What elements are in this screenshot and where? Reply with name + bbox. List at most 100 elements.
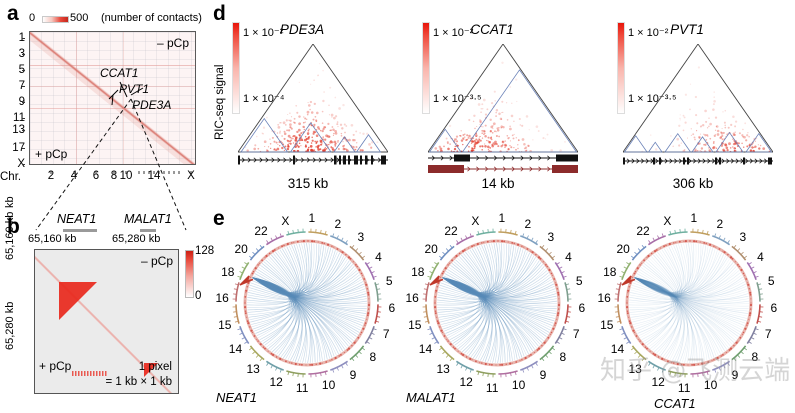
- circos-chromosome-arc: [374, 304, 379, 324]
- panel-a-x-minor-tick: [178, 171, 180, 174]
- circos-chromosome-label: 1: [498, 211, 506, 226]
- circos-chromosome-arc: [364, 261, 375, 280]
- circos-chromosome-label: 10: [703, 378, 718, 393]
- circos-chromosome-label: 8: [751, 349, 759, 364]
- panel-d-colorbar-max: 1 × 10⁻²: [628, 27, 669, 39]
- circos-chromosome-label: 3: [547, 230, 555, 245]
- panel-a-y-tick-mark: [22, 70, 25, 71]
- panel-e-gene-label: MALAT1: [406, 390, 456, 405]
- panel-d-subdomain: [461, 69, 578, 153]
- circos-chromosome-label: 4: [375, 250, 382, 265]
- panel-e-circos-malat1: 1 2 3 4 5 6 7 8 9 10 11 12 13 14 15 16 18 20 22 X MALAT1: [400, 200, 595, 413]
- panel-a-x-minor-tick: [138, 171, 140, 174]
- panel-d-region-size: 14 kb: [481, 176, 515, 191]
- panel-a-x-minor-tick: [173, 171, 175, 174]
- circos-chromosome-label: 12: [459, 375, 473, 390]
- circos-chromosome-arc: [539, 345, 555, 361]
- panel-a-feature-line: [30, 86, 195, 87]
- panel-a-x-minor-tick: [153, 171, 155, 174]
- circos-links: [246, 242, 368, 364]
- panel-a: a 0 500 (number of contacts) – pCp + pCp…: [0, 0, 210, 231]
- circos-chromosome-label: 1: [690, 211, 698, 226]
- panel-a-x-minor-tick: [158, 171, 160, 174]
- panel-d-subdomain: [664, 132, 692, 153]
- panel-d-colorbar-min: 1 × 10⁻³·⁵: [628, 93, 677, 105]
- panel-a-x-minor-tick: [148, 171, 150, 174]
- circos-chromosome-label: 9: [731, 367, 739, 382]
- panel-d-colorbar-max: 1 × 10⁻²: [433, 27, 474, 39]
- panel-d-gene-track: [428, 154, 578, 173]
- circos-chromosome-label: 10: [321, 378, 336, 393]
- circos-chromosome-arc: [617, 304, 622, 324]
- circos-chromosome-arc: [621, 261, 632, 280]
- circos-chromosome-arc: [712, 235, 731, 246]
- circos-plot: [422, 228, 572, 378]
- panel-a-x-tick-mark: [95, 171, 97, 174]
- panel-a-y-tick-mark: [22, 148, 25, 149]
- circos-chromosome-arc: [239, 326, 250, 345]
- circos-chromosome-label: X: [281, 213, 290, 228]
- panel-a-y-tick: 11: [13, 112, 25, 124]
- circos-chromosome-label: X: [663, 213, 672, 228]
- circos-chromosome-label: 6: [770, 300, 778, 315]
- circos-chromosome-arc: [330, 360, 349, 371]
- circos-chromosome-arc: [286, 231, 306, 236]
- circos-chromosome-arc: [429, 261, 440, 280]
- panel-b-gene-bar-malat1: [140, 229, 156, 232]
- circos-chromosome-label: 7: [382, 326, 390, 341]
- circos-chromosome-arc: [249, 245, 265, 261]
- circos-chromosome-arc: [239, 261, 250, 280]
- panel-b-malat1-domain: [144, 363, 158, 377]
- circos-chromosome-label: 14: [228, 341, 243, 356]
- panel-b-label-plus-pcp: + pCp: [39, 359, 72, 373]
- panel-a-x-tick: X: [187, 170, 195, 182]
- circos-chromosome-arc: [520, 360, 539, 371]
- panel-a-colorbar-max: 500: [70, 12, 89, 24]
- panel-a-colorbar: [42, 16, 69, 23]
- panel-d-triangle-heatmap: [428, 44, 578, 153]
- circos-chromosome-label: 22: [254, 224, 268, 239]
- panel-a-x-tick-mark: [50, 171, 52, 174]
- circos-chromosome-arc: [731, 345, 747, 361]
- circos-chromosome-arc: [374, 282, 379, 302]
- circos-chromosome-label: 4: [565, 250, 572, 265]
- panel-d-subdomain: [647, 141, 663, 153]
- panel-b-gene-neat1: NEAT1: [57, 212, 97, 226]
- panel-a-y-tick-mark: [22, 102, 25, 103]
- panel-a-y-tick-mark: [22, 38, 25, 39]
- panel-d-subdomain: [745, 132, 773, 153]
- circos-chromosome-label: 13: [628, 361, 642, 376]
- circos-chromosome-arc: [554, 326, 565, 345]
- panel-a-y-tick-mark: [22, 118, 25, 119]
- panel-d-colorbar-min: 1 × 10⁻³·⁵: [433, 93, 482, 105]
- panel-d-gene-title: PVT1: [670, 22, 704, 37]
- circos-chromosome-label: 8: [369, 349, 377, 364]
- circos-chromosome-label: 7: [572, 326, 580, 341]
- circos-chromosome-arc: [439, 245, 455, 261]
- circos-chromosome-arc: [668, 231, 688, 236]
- circos-chromosome-arc: [746, 261, 757, 280]
- circos-chromosome-label: 15: [600, 317, 614, 332]
- panel-d-subdomain: [240, 117, 289, 153]
- circos-links: [628, 242, 750, 364]
- panel-b-y-unit: kb: [4, 196, 16, 208]
- circos-chromosome-label: 6: [578, 300, 586, 315]
- circos-chromosome-arc: [439, 345, 455, 361]
- circos-chromosome-label: 18: [411, 265, 425, 280]
- circos-chromosome-arc: [349, 345, 365, 361]
- circos-chromosome-arc: [455, 360, 474, 371]
- panel-a-y-tick-mark: [22, 86, 25, 87]
- circos-plot: [614, 228, 764, 378]
- circos-chromosome-label: 1: [308, 211, 316, 226]
- panel-a-y-tick-mark: [22, 164, 25, 165]
- circos-chromosome-label: 12: [651, 375, 665, 390]
- panel-d-subdomain: [289, 122, 332, 153]
- panel-a-y-tick-mark: [22, 130, 25, 131]
- panel-d-gene-track: [623, 157, 773, 165]
- panel-d-subdomain: [715, 131, 744, 153]
- panel-a-x-tick-mark: [73, 171, 75, 174]
- circos-chromosome-arc: [235, 304, 240, 324]
- panel-b-x-right-label: 65,280 kb: [112, 233, 161, 245]
- circos-chromosome-arc: [308, 231, 328, 236]
- panel-d-subdomain: [333, 136, 356, 153]
